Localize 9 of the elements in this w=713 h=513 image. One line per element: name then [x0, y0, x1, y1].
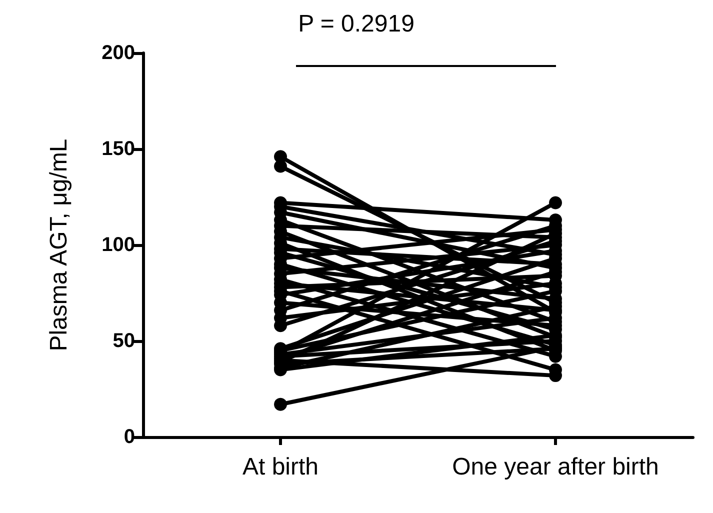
x-tick-label: At birth — [242, 454, 319, 480]
y-tick-label: 0 — [124, 426, 135, 448]
y-tick-label: 200 — [102, 42, 135, 64]
x-tick-label: One year after birth — [452, 454, 659, 480]
y-axis-title: Plasma AGT, μg/mL — [46, 138, 72, 352]
y-tick-label: 100 — [102, 234, 135, 256]
y-tick-label: 50 — [112, 330, 135, 352]
text: P = 0.2919 — [298, 10, 414, 38]
y-tick-label: 150 — [102, 138, 135, 160]
